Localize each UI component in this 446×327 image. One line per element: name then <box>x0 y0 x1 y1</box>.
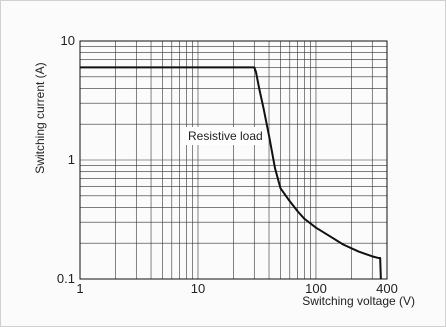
y-tick-label: 0.1 <box>57 271 75 286</box>
x-tick-label: 1 <box>76 281 83 296</box>
annotation-background <box>183 127 268 145</box>
y-tick-label: 1 <box>68 152 75 167</box>
x-tick-labels: 1 10 100 400 <box>76 281 397 296</box>
y-tick-labels: 0.1 1 10 <box>57 33 75 286</box>
x-tick-label: 100 <box>305 281 327 296</box>
y-axis-label: Switching current (A) <box>33 62 47 173</box>
x-tick-label: 400 <box>376 281 398 296</box>
series-line <box>80 66 382 280</box>
annotation-label: Resistive load <box>188 129 263 143</box>
y-tick-label: 10 <box>61 33 75 48</box>
plot-border <box>79 40 388 280</box>
x-tick-label: 10 <box>191 281 205 296</box>
x-axis-label: Switching voltage (V) <box>302 294 415 308</box>
